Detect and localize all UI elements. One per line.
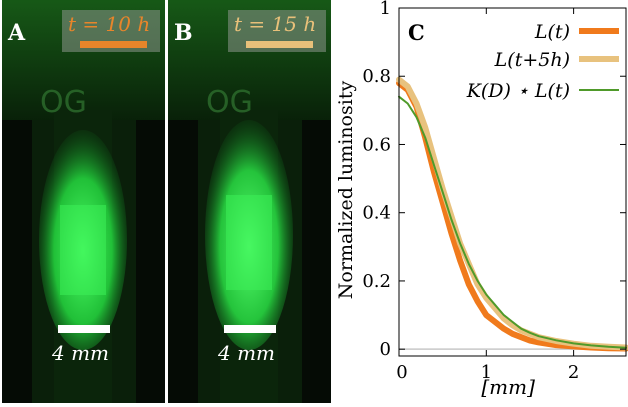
plot-frame: [398, 7, 627, 357]
svg-text:OG: OG: [206, 85, 253, 120]
y-tick-label: 0.2: [362, 271, 391, 292]
x-tick-label: 1: [481, 362, 492, 383]
scale-bar-b: [224, 325, 276, 333]
time-label-a: t = 10 h: [68, 12, 151, 36]
panel-letter-c: C: [408, 20, 425, 45]
legend-label-1: L(t+5h): [494, 49, 570, 71]
x-axis-label: [mm]: [481, 375, 535, 399]
scale-label-b: 4 mm: [218, 341, 276, 365]
scale-bar-a: [58, 325, 110, 333]
time-label-b: t = 15 h: [234, 12, 317, 36]
series-line-0: [396, 80, 628, 352]
x-tick-label: 2: [568, 362, 579, 383]
chart-svg: 0 0.2 0.4 0.6 0.8 1 0 1 2 [mm] Normalized luminosi…: [335, 0, 628, 399]
photo-panel-b: OG B t = 15 h 4 mm: [168, 0, 331, 403]
panel-letter-a: A: [8, 20, 26, 46]
y-tick-label: 0: [380, 339, 391, 360]
time-color-bar-a: [80, 41, 147, 48]
photo-panel-a: OG A t = 10 h 4 mm: [2, 0, 165, 403]
y-tick-label: 0.8: [362, 66, 391, 87]
legend-label-2: K(D) ⋆ L(t): [466, 80, 570, 102]
cuvette-glow-image-b: OG: [168, 0, 331, 403]
y-tick-label: 0.4: [362, 203, 391, 224]
scale-label-a: 4 mm: [52, 341, 110, 365]
y-axis-label: Normalized luminosity: [335, 81, 357, 300]
luminosity-chart: 0 0.2 0.4 0.6 0.8 1 0 1 2 [mm] Normalized luminosi…: [332, 0, 628, 403]
y-tick-label: 0.6: [362, 134, 391, 155]
x-tick-label: 0: [396, 362, 407, 383]
y-tick-label: 1: [380, 0, 391, 19]
legend-label-0: L(t): [534, 21, 570, 43]
series-line-1: [396, 76, 628, 351]
panel-letter-b: B: [174, 20, 193, 46]
series-line-2: [398, 95, 627, 349]
svg-text:OG: OG: [40, 85, 87, 120]
time-color-bar-b: [246, 41, 313, 48]
